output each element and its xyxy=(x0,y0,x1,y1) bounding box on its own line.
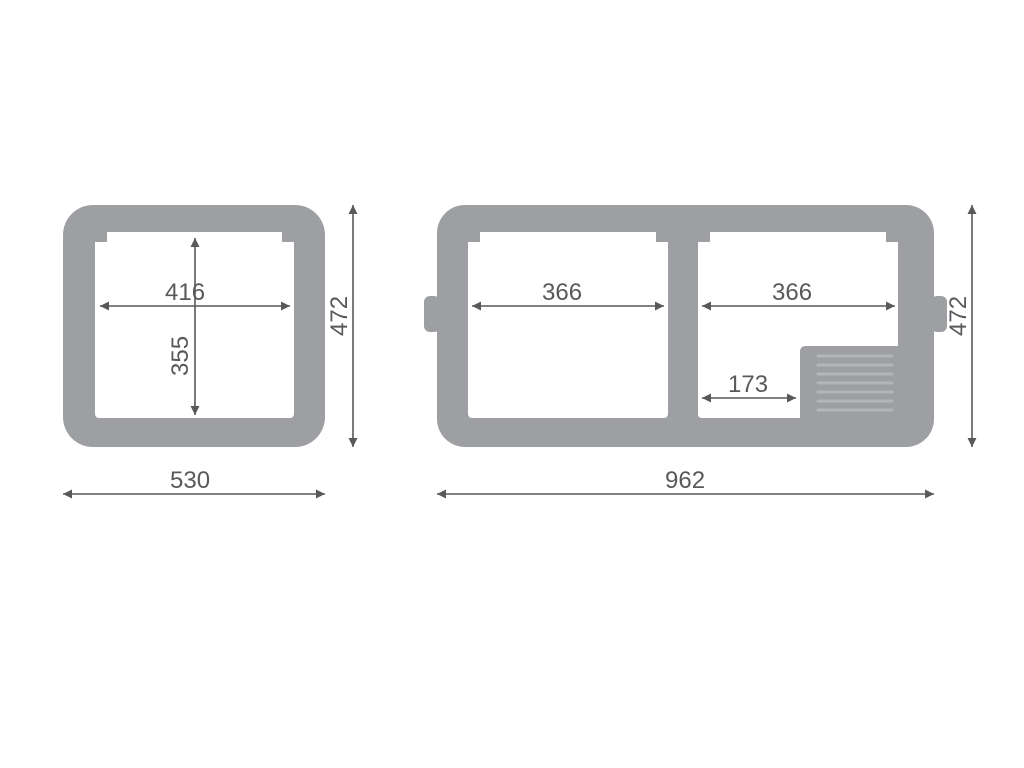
svg-text:530: 530 xyxy=(170,467,210,494)
svg-text:355: 355 xyxy=(167,336,194,376)
svg-text:173: 173 xyxy=(728,371,768,398)
svg-text:472: 472 xyxy=(945,296,972,336)
svg-text:962: 962 xyxy=(665,467,705,494)
svg-text:366: 366 xyxy=(772,279,812,306)
svg-text:416: 416 xyxy=(165,279,205,306)
svg-text:472: 472 xyxy=(326,296,353,336)
dimension-diagram: 416 355 530 472 366 366 173 962 472 xyxy=(0,0,1024,768)
svg-text:366: 366 xyxy=(542,279,582,306)
